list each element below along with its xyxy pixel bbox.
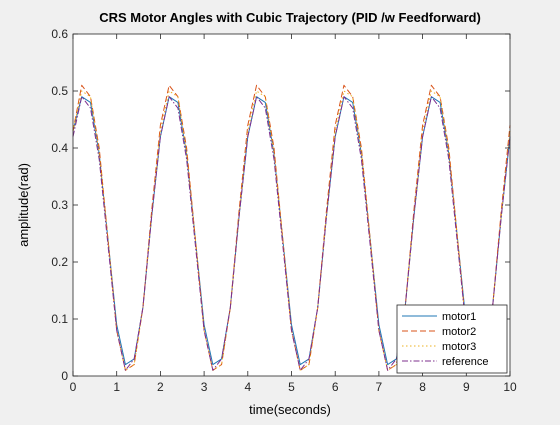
y-tick-label: 0.6 [51, 27, 68, 41]
series-layer [72, 84, 511, 371]
x-tick-label: 2 [157, 380, 164, 394]
legend-label-motor3: motor3 [442, 341, 476, 353]
x-tick-label: 8 [419, 380, 426, 394]
x-tick-label: 7 [376, 380, 383, 394]
legend-label-reference: reference [442, 356, 488, 368]
chart-title: CRS Motor Angles with Cubic Trajectory (… [99, 10, 481, 25]
x-tick-label: 5 [288, 380, 295, 394]
legend-label-motor2: motor2 [442, 326, 476, 338]
x-tick-label: 10 [503, 380, 517, 394]
y-tick-label: 0.4 [51, 141, 68, 155]
x-tick-label: 4 [244, 380, 251, 394]
y-tick-label: 0.3 [51, 198, 68, 212]
x-tick-label: 0 [70, 380, 77, 394]
y-tick-label: 0.5 [51, 84, 68, 98]
y-tick-label: 0.1 [51, 312, 68, 326]
series-line-reference [72, 96, 511, 371]
x-tick-label: 3 [201, 380, 208, 394]
x-tick-label: 6 [332, 380, 339, 394]
legend: motor1 motor2 motor3 reference [396, 304, 508, 374]
axes-layer: 0 1 2 3 4 5 6 7 8 9 10 0 0.1 0.2 0.3 0.4 0.5 0.6 [51, 27, 517, 394]
x-tick-label: 9 [463, 380, 470, 394]
x-tick-label: 1 [113, 380, 120, 394]
y-tick-label: 0 [61, 369, 68, 383]
y-axis-label: amplitude(rad) [16, 163, 31, 247]
legend-label-motor1: motor1 [442, 311, 476, 323]
y-tick-label: 0.2 [51, 255, 68, 269]
x-axis-label: time(seconds) [249, 402, 331, 417]
